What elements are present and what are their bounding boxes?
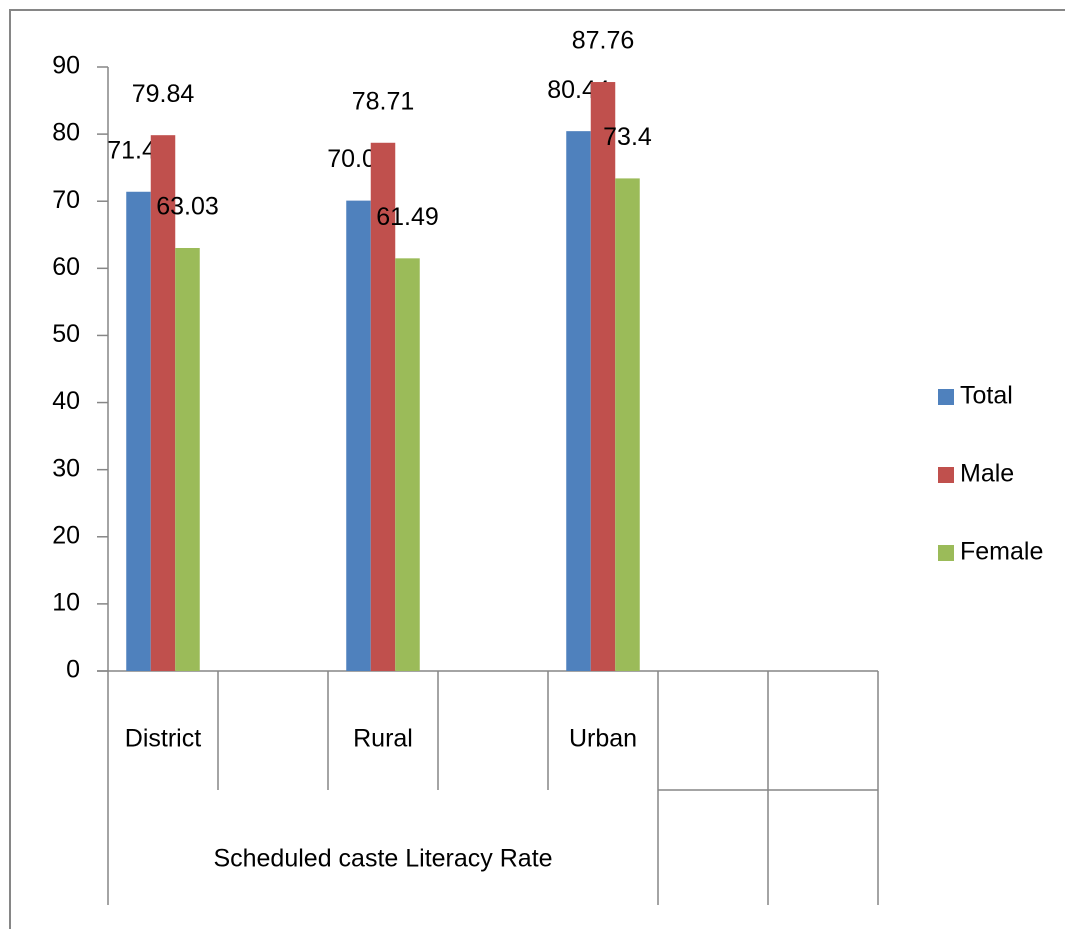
legend-label: Female (960, 538, 1043, 566)
x-tick-label: Rural (353, 725, 413, 753)
legend-swatch (938, 389, 954, 405)
data-label: 87.76 (572, 27, 635, 55)
data-label: 63.03 (156, 193, 219, 221)
legend-label: Male (960, 460, 1014, 488)
bar (395, 258, 420, 671)
y-tick-label: 60 (52, 253, 80, 281)
legend-swatch (938, 545, 954, 561)
bar (175, 247, 200, 672)
y-tick-label: 70 (52, 186, 80, 214)
x-tick-label: Urban (569, 725, 637, 753)
y-tick-label: 50 (52, 320, 80, 348)
legend-swatch (938, 467, 954, 483)
x-tick-label: District (125, 725, 201, 753)
chart-border (9, 9, 1065, 929)
y-tick-label: 10 (52, 588, 80, 616)
bar (566, 131, 591, 672)
y-tick-label: 30 (52, 454, 80, 482)
bar (150, 135, 176, 672)
legend-label: Total (960, 382, 1013, 410)
bar (370, 142, 396, 672)
data-label: 61.49 (376, 203, 439, 231)
bar (615, 178, 640, 671)
y-tick-label: 20 (52, 521, 80, 549)
bar (590, 82, 616, 671)
bar (126, 191, 151, 671)
y-tick-label: 90 (52, 52, 80, 80)
data-label: 79.84 (132, 80, 195, 108)
y-tick-label: 80 (52, 119, 80, 147)
data-label: 73.4 (603, 123, 652, 151)
group-label: Scheduled caste Literacy Rate (213, 845, 552, 873)
y-tick-label: 0 (66, 656, 80, 684)
bar (346, 200, 371, 671)
data-label: 78.71 (352, 87, 415, 115)
y-tick-label: 40 (52, 387, 80, 415)
